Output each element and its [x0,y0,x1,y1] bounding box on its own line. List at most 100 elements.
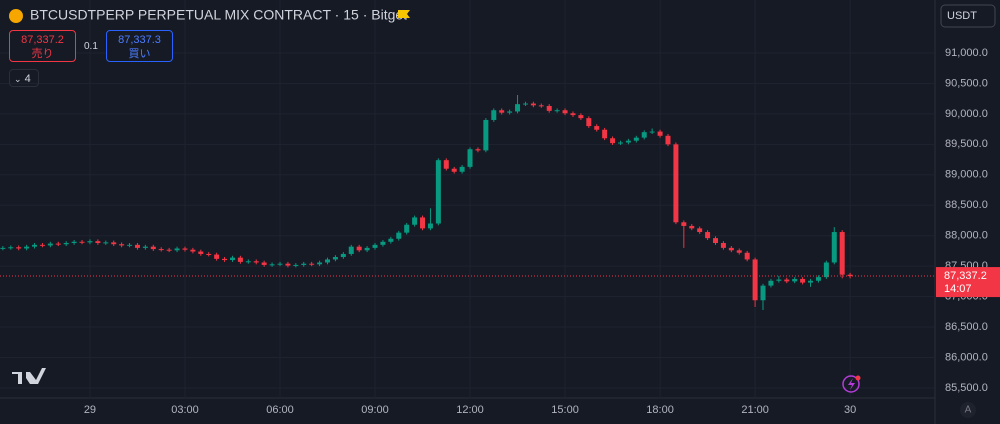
candle-body [111,242,117,245]
y-tick-label: 86,000.0 [945,351,988,363]
candle-body [55,243,61,245]
candle-body [499,110,505,113]
candle-body [641,132,647,138]
candle-body [515,104,521,112]
x-tick-label: 09:00 [361,404,389,416]
grid [0,0,935,398]
y-tick-label: 89,000.0 [945,169,988,181]
scale-button[interactable] [960,402,976,418]
candle-body [689,225,695,229]
candle-body [269,264,275,266]
candle-body [32,244,38,247]
candle-body [800,278,806,283]
candle-body [459,166,465,172]
candle-body [119,244,125,246]
y-tick-label: 90,000.0 [945,108,988,120]
logo [12,368,46,384]
scale-mode[interactable]: A [965,405,972,416]
x-tick-label: 30 [844,404,856,416]
candle-body [617,142,623,144]
candle-body [467,149,473,167]
x-tick-label: 12:00 [456,404,484,416]
y-tick-label: 88,500.0 [945,199,988,211]
candle-body [744,252,750,260]
candle-body [681,222,687,226]
candle-body [127,244,133,246]
candle-body [285,263,291,266]
axes: 85,500.086,000.086,500.087,000.087,500.0… [84,47,1000,416]
candle-body [728,247,734,251]
x-tick-label: 21:00 [741,404,769,416]
y-tick-label: 88,000.0 [945,230,988,242]
candle-body [546,105,552,111]
alert-icon[interactable] [842,375,860,393]
candle-body [309,263,315,265]
candle-body [182,248,188,250]
candle-body [784,279,790,282]
candle-body [491,110,497,120]
candle-body [847,274,853,277]
flag-icon[interactable] [398,10,410,18]
candle-body [325,259,331,263]
candle-body [317,262,323,265]
candle-body [340,253,346,258]
chart-title: BTCUSDTPERP PERPETUAL MIX CONTRACT · 15 … [30,7,407,23]
candle-body [649,131,655,133]
candle-body [633,137,639,141]
candle-body [610,138,616,144]
candle-body [562,110,568,114]
candle-body [815,277,821,281]
candle-body [808,280,814,283]
candle-body [174,248,180,251]
alert-bolt [848,378,855,390]
candle-body [348,246,354,254]
indicators-toggle[interactable]: ⌄ 4 [9,69,39,87]
candle-body [705,232,711,239]
candle-body [578,115,584,119]
candle-body [261,262,267,265]
sell-button[interactable]: 87,337.2 売り [9,30,76,62]
exchange-icon [9,9,23,23]
candle-body [245,261,251,263]
candle-body [792,278,798,282]
candle-body [823,262,829,278]
candle-body [554,110,560,112]
y-tick-label: 89,500.0 [945,138,988,150]
price-tag [936,267,1000,298]
candle-body [483,119,489,151]
candle-body [332,257,338,260]
candle-body [95,241,101,244]
candle-body [713,238,719,244]
sell-price: 87,337.2 [21,34,64,46]
candle-body [277,263,283,265]
candle-body [673,144,679,223]
candle-body [451,168,457,172]
candle-body [420,217,426,229]
candle-body [293,264,299,266]
candle-body [71,241,77,244]
buy-button[interactable]: 87,337.3 買い [106,30,173,62]
candle-body [229,257,235,261]
candle-body [665,135,671,145]
candle-body [356,246,362,251]
currency-button[interactable] [940,4,996,28]
candle-body [538,105,544,107]
candle-body [253,261,259,263]
candle-body [435,160,441,224]
price-tag-value: 87,337.2 [944,270,987,282]
indicators-count: 4 [24,73,31,85]
candle-body [79,241,85,243]
candle-body [427,223,433,229]
candle-body [776,279,782,281]
candle-body [831,232,837,263]
currency-label[interactable]: USDT [947,10,977,22]
candle-body [594,126,600,130]
candle-body [839,232,845,275]
x-tick-label: 15:00 [551,404,579,416]
candle-body [602,129,608,139]
candle-body [63,243,69,245]
candle-body [301,263,307,265]
x-tick-label: 29 [84,404,96,416]
candle-body [24,246,30,249]
